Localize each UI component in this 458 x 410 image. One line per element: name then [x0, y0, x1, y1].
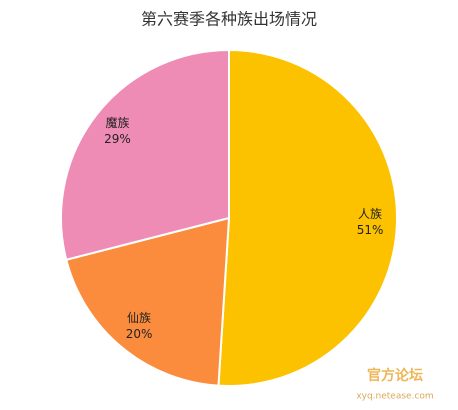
slice-label: 魔族 — [105, 115, 129, 130]
slice-value-label: 51% — [357, 223, 384, 237]
pie-slice — [60, 48, 230, 261]
slice-label: 人族 — [358, 207, 382, 221]
pie — [60, 48, 398, 387]
chart-title: 第六赛季各种族出场情况 — [141, 10, 317, 29]
watermark-title: 官方论坛 — [367, 367, 423, 384]
watermark-url: xyq.netease.com — [356, 392, 433, 402]
pie-slice — [65, 216, 231, 387]
slice-label: 仙族 — [127, 311, 151, 325]
slice-value-label: 20% — [126, 327, 153, 341]
labels: 人族 51% 仙族 20% 魔族 29% — [104, 115, 383, 341]
slice-value-label: 29% — [104, 132, 131, 146]
pie-slice — [217, 48, 398, 387]
